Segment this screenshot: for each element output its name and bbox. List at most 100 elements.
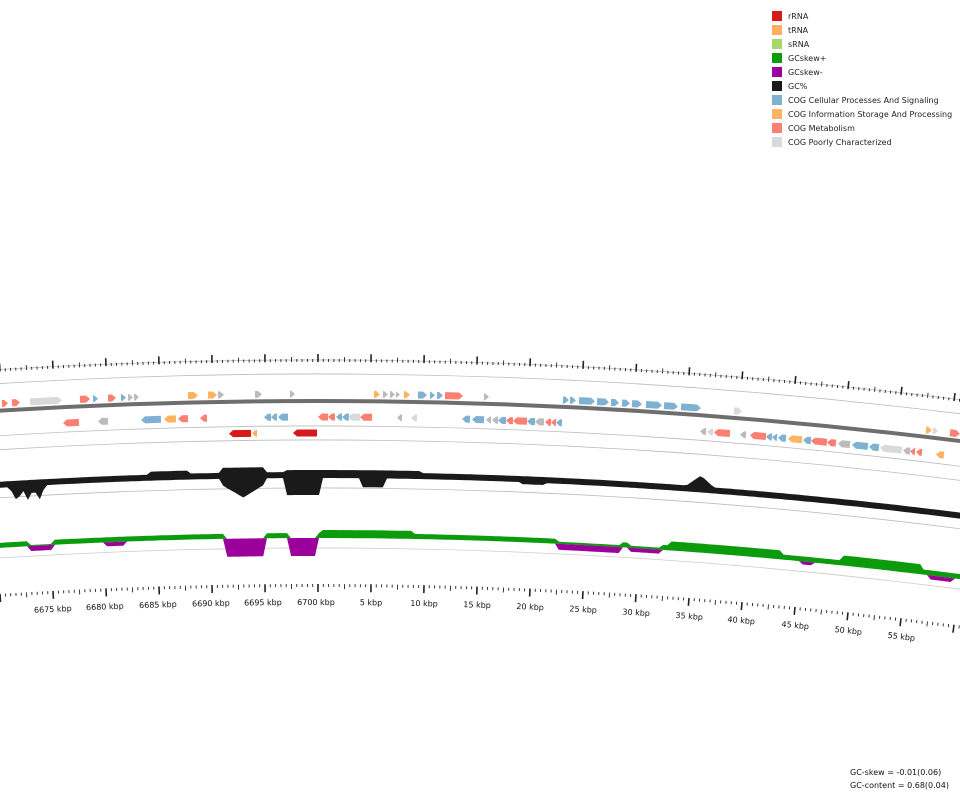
gene-arrow	[328, 413, 336, 421]
scale-label: 10 kbp	[410, 599, 438, 609]
gene-arrow	[733, 407, 742, 415]
ruler-tick	[687, 597, 690, 606]
gene-arrow	[178, 415, 189, 423]
gene-arrow	[932, 427, 938, 435]
scale-label: 6675 kbp	[34, 604, 72, 615]
gc-content-stat: GC-content = 0.68(0.04)	[850, 781, 949, 790]
scale-label: 6680 kbp	[86, 602, 124, 613]
gene-arrow	[271, 413, 278, 421]
gene-arrow	[880, 444, 903, 454]
gene-arrow	[949, 429, 960, 437]
legend-swatch	[772, 81, 782, 91]
legend-label: COG Information Storage And Processing	[788, 109, 953, 119]
ruler-tick	[926, 621, 928, 627]
gene-arrow	[342, 413, 350, 421]
ruler-tick	[0, 593, 2, 602]
gene-arrow	[513, 417, 528, 425]
gene-arrow	[429, 391, 435, 399]
gene-arrow	[610, 398, 619, 407]
ruler-tick	[874, 386, 876, 392]
gene-arrow	[92, 395, 98, 403]
reverse-strand-features	[63, 413, 945, 459]
legend-swatch	[772, 137, 782, 147]
gene-arrow	[389, 391, 395, 399]
gene-arrow	[403, 391, 410, 399]
top-ruler	[0, 354, 960, 402]
ruler-tick	[899, 618, 902, 627]
scale-label: 35 kbp	[675, 611, 703, 622]
gene-arrow	[217, 391, 224, 399]
ruler-tick	[794, 375, 797, 385]
gene-arrow	[811, 437, 828, 446]
gene-arrow	[472, 415, 485, 424]
gene-arrow	[772, 433, 778, 442]
rna-arrow	[229, 429, 252, 438]
scale-label: 50 kbp	[834, 625, 862, 637]
gene-arrow	[535, 418, 545, 426]
gene-arrow	[838, 440, 851, 449]
track-line	[0, 439, 960, 481]
gene-arrow	[164, 415, 177, 423]
ruler-tick	[793, 606, 796, 615]
gene-arrow	[916, 448, 923, 457]
gene-arrow	[133, 393, 139, 401]
legend-swatch	[772, 11, 782, 21]
track-line	[0, 487, 960, 530]
scale-label: 5 kbp	[360, 598, 383, 607]
legend-item-srna: sRNA	[772, 37, 952, 51]
gene-arrow	[578, 397, 595, 405]
gene-arrow	[444, 392, 463, 400]
gc-content-track	[0, 467, 960, 519]
legend-item-cog-poorly: COG Poorly Characterized	[772, 135, 952, 149]
gene-arrow	[852, 441, 869, 450]
legend-label: COG Metabolism	[788, 123, 855, 133]
scale-label: 6690 kbp	[192, 599, 230, 609]
gene-arrow	[936, 451, 945, 459]
gene-arrow	[395, 391, 400, 399]
legend-item-cog-metabolism: COG Metabolism	[772, 121, 952, 135]
gene-arrow	[551, 419, 557, 427]
ruler-tick	[953, 392, 956, 402]
legend-swatch	[772, 25, 782, 35]
gene-arrow	[417, 391, 427, 399]
gene-arrow	[107, 394, 116, 402]
legend-item-trna: tRNA	[772, 23, 952, 37]
gene-arrow	[278, 413, 289, 421]
gene-arrow	[788, 435, 803, 444]
gene-arrow	[645, 400, 662, 409]
legend-item-gcskew-minus: GCskew-	[772, 65, 952, 79]
track-line	[0, 359, 960, 401]
gene-arrow	[778, 434, 787, 442]
ruler-tick	[900, 386, 903, 395]
gene-arrow	[360, 413, 373, 421]
gene-arrow	[187, 391, 198, 400]
legend-item-cog-information: COG Information Storage And Processing	[772, 107, 952, 121]
ruler-tick	[927, 392, 929, 398]
rna-features	[229, 429, 318, 438]
bottom-ruler	[0, 584, 960, 633]
gene-arrow	[556, 419, 563, 427]
legend-swatch	[772, 109, 782, 119]
gene-arrow	[506, 417, 514, 425]
scale-label: 30 kbp	[622, 607, 650, 618]
rna-arrow	[293, 429, 318, 437]
gene-arrow	[486, 416, 492, 424]
gene-arrow	[411, 414, 418, 422]
gc-skew-negative	[0, 538, 960, 582]
gene-arrow	[382, 390, 388, 398]
gene-arrow	[569, 396, 576, 404]
legend-label: GCskew-	[788, 67, 823, 77]
scale-label: 6700 kbp	[297, 598, 335, 607]
gene-arrow	[98, 417, 109, 425]
gene-arrow	[803, 436, 812, 445]
legend-label: COG Poorly Characterized	[788, 137, 892, 147]
gene-arrow	[925, 426, 932, 434]
track-line	[0, 547, 960, 590]
gene-arrow	[750, 432, 767, 441]
gene-arrow	[596, 398, 609, 406]
legend-item-gc-percent: GC%	[772, 79, 952, 93]
gc-area	[0, 467, 960, 519]
gene-arrow	[483, 393, 489, 401]
ruler-tick	[688, 367, 691, 376]
